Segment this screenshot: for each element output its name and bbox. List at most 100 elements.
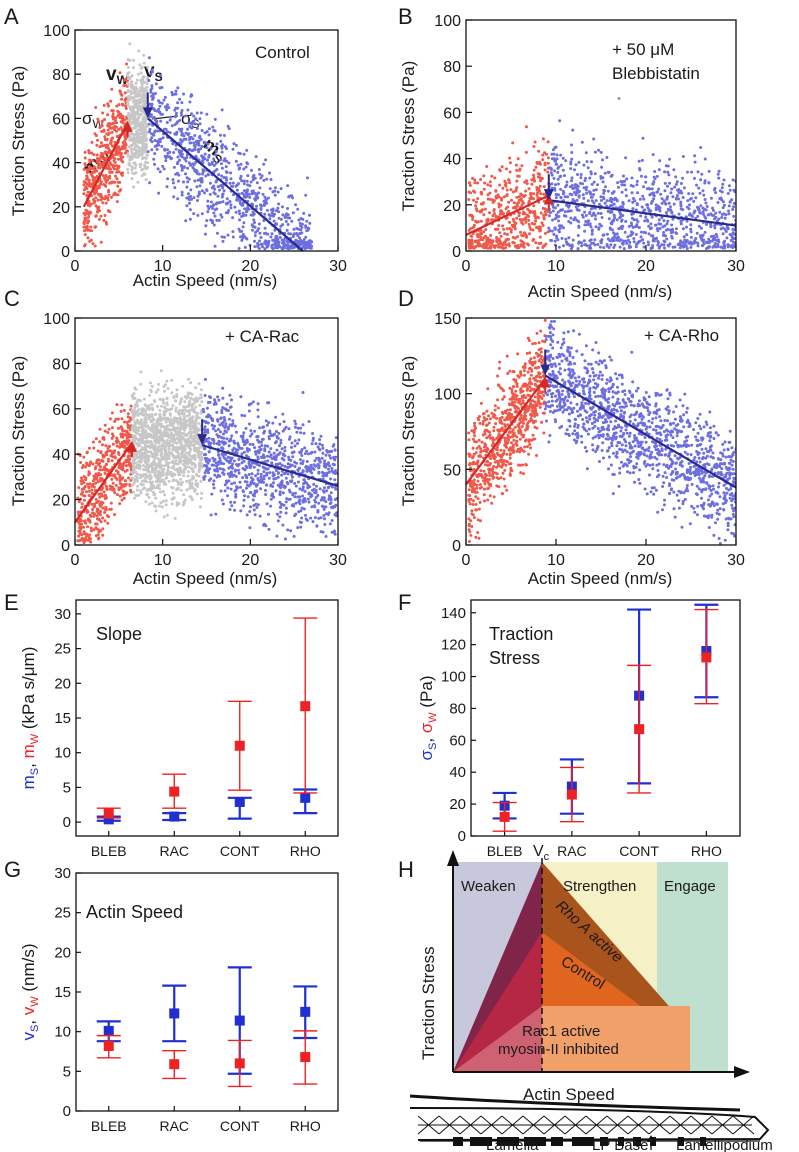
data-point [557, 224, 561, 228]
data-point [229, 203, 233, 207]
data-point [136, 72, 140, 76]
data-point [662, 243, 666, 247]
data-point [88, 537, 92, 541]
data-point [94, 497, 98, 501]
data-point [560, 236, 564, 240]
data-point [87, 486, 91, 490]
data-point [642, 241, 646, 245]
data-point [127, 476, 130, 480]
data-point [87, 151, 91, 155]
data-point [103, 471, 107, 475]
data-point [635, 242, 638, 246]
data-point [592, 180, 596, 184]
data-point [113, 191, 117, 195]
data-point [584, 188, 588, 192]
data-point [507, 200, 511, 204]
data-point [150, 84, 154, 88]
data-point [618, 206, 622, 210]
data-point [228, 181, 232, 185]
data-point [237, 209, 241, 213]
data-point [177, 412, 181, 416]
data-point [616, 181, 620, 185]
data-point [590, 195, 594, 199]
data-point [273, 193, 277, 197]
data-point [119, 92, 123, 96]
data-point [113, 491, 117, 495]
data-point [116, 109, 120, 113]
data-point [543, 207, 547, 211]
data-point [481, 238, 485, 242]
data-point [505, 193, 509, 197]
data-point [123, 420, 126, 424]
data-point [180, 149, 183, 153]
data-point [177, 179, 180, 183]
data-point [282, 238, 286, 242]
data-point [713, 217, 716, 221]
data-point [187, 391, 191, 395]
data-point [133, 119, 137, 122]
data-point [107, 427, 111, 431]
data-point [621, 242, 625, 246]
data-point [576, 184, 580, 188]
data-point [94, 196, 98, 200]
data-point [549, 171, 553, 175]
data-point [77, 486, 81, 490]
data-point [141, 464, 145, 467]
data-point [125, 62, 129, 66]
data-point [201, 172, 205, 176]
data-point [118, 89, 122, 93]
data-point [571, 187, 575, 190]
data-point [599, 212, 603, 215]
data-point [146, 433, 149, 437]
data-point [176, 462, 180, 466]
data-point [131, 434, 135, 438]
data-point [99, 459, 103, 463]
data-point [476, 181, 479, 185]
data-point [542, 185, 546, 189]
data-point [264, 198, 268, 202]
data-point [121, 489, 125, 493]
data-point [238, 199, 242, 203]
data-point [133, 161, 137, 165]
data-point [176, 480, 180, 484]
data-point [99, 156, 103, 160]
data-point [286, 243, 290, 247]
data-point [199, 147, 203, 151]
data-point [555, 153, 559, 157]
data-point [177, 127, 181, 131]
data-point [205, 188, 209, 192]
data-point [82, 494, 86, 498]
data-point [115, 129, 118, 133]
data-point [248, 195, 252, 199]
data-point [713, 244, 717, 248]
data-point [239, 202, 243, 206]
data-point [570, 143, 573, 147]
data-point [229, 177, 233, 181]
panel-b: B + 50 μM Blebbistatin [398, 4, 700, 83]
data-point [616, 236, 620, 240]
data-point [241, 225, 245, 229]
data-point [96, 198, 100, 202]
data-point [299, 228, 303, 232]
data-point [207, 133, 211, 137]
data-point [692, 241, 696, 245]
data-point [174, 406, 178, 410]
data-point [134, 91, 138, 95]
y-tick-label: 100 [43, 23, 70, 40]
data-point [158, 412, 162, 416]
data-point [701, 233, 705, 237]
data-point [476, 197, 480, 201]
data-point [120, 159, 124, 163]
data-point [243, 207, 247, 211]
data-point [716, 243, 720, 246]
data-point [472, 198, 475, 202]
data-point [225, 171, 229, 174]
data-point [660, 216, 664, 220]
data-point [532, 145, 536, 148]
data-point [238, 218, 242, 222]
y-axis-label: Traction Stress (Pa) [399, 61, 418, 212]
data-point [114, 417, 118, 421]
data-point [142, 135, 146, 139]
data-point [178, 158, 182, 162]
data-point [513, 227, 517, 231]
